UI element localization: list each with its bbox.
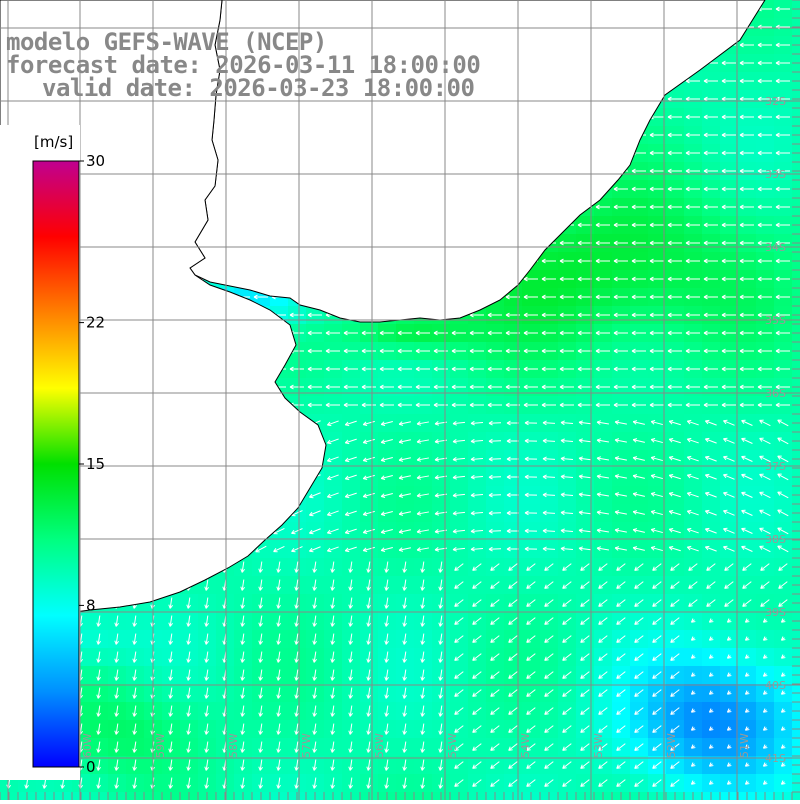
- colorbar-tick-label: 22: [86, 314, 105, 332]
- valid-date-label: valid date: 2026-03-23 18:00:00: [42, 76, 474, 100]
- latitude-label: 33S: [765, 168, 786, 181]
- speed-cell: [792, 792, 800, 800]
- longitude-label: 60W: [81, 733, 94, 758]
- latitude-label: 37S: [765, 460, 786, 473]
- latitude-label: 32S: [765, 95, 786, 108]
- longitude-label: 58W: [227, 733, 240, 758]
- longitude-label: 52W: [665, 733, 678, 758]
- longitude-label: 54W: [519, 733, 532, 758]
- colorbar-gradient: [33, 161, 79, 767]
- latitude-label: 40S: [765, 679, 786, 692]
- latitude-label: 34S: [765, 241, 786, 254]
- colorbar-tick-label: 30: [86, 152, 105, 170]
- latitude-label: 35S: [765, 314, 786, 327]
- longitude-label: 53W: [592, 733, 605, 758]
- latitude-label: 38S: [765, 533, 786, 546]
- colorbar-tick-label: 8: [86, 596, 96, 614]
- latitude-label: 39S: [765, 606, 786, 619]
- longitude-label: 57W: [300, 733, 313, 758]
- colorbar-tick-label: 0: [86, 758, 96, 776]
- latitude-label: 41S: [765, 752, 786, 765]
- longitude-label: 55W: [446, 733, 459, 758]
- colorbar-unit-label: [m/s]: [34, 133, 73, 151]
- longitude-label: 56W: [373, 733, 386, 758]
- colorbar-tick-label: 15: [86, 455, 105, 473]
- longitude-label: 59W: [154, 733, 167, 758]
- longitude-label: 51W: [738, 733, 751, 758]
- latitude-label: 36S: [765, 387, 786, 400]
